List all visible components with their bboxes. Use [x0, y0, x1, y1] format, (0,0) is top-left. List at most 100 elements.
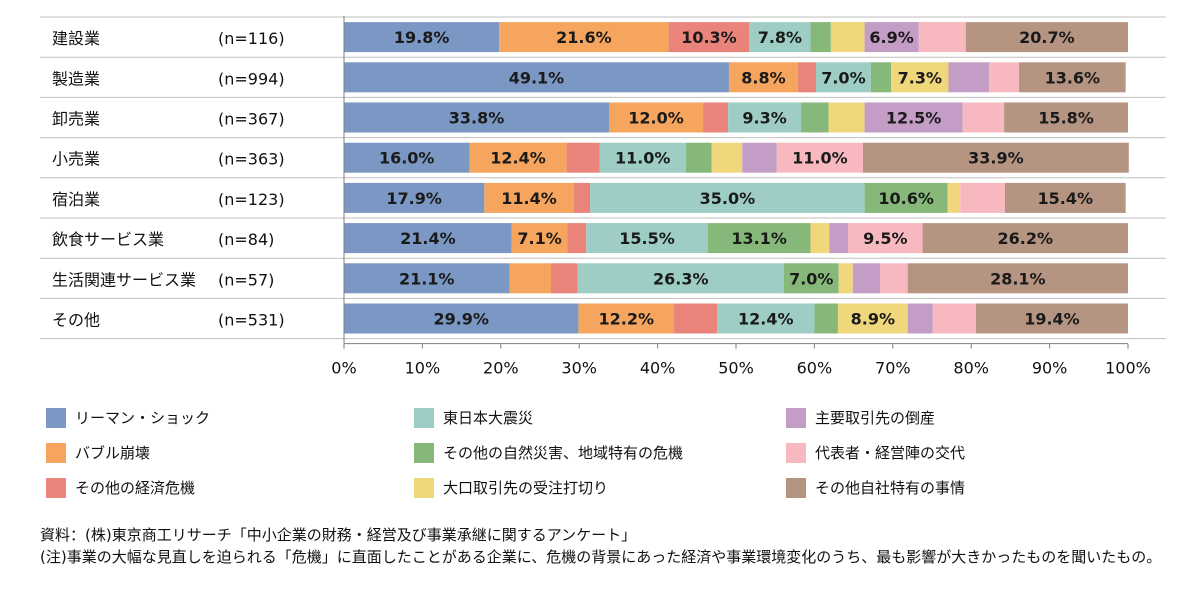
data-label: 7.0%	[821, 68, 865, 87]
x-tick-label: 0%	[331, 359, 356, 378]
data-label: 19.8%	[394, 28, 450, 47]
bar-segment	[947, 182, 961, 213]
data-label: 10.6%	[878, 189, 934, 208]
bar-segment	[864, 22, 919, 53]
bar-segment	[550, 263, 578, 294]
data-label: 12.0%	[628, 109, 684, 128]
bar-segment	[776, 142, 864, 173]
bar-segment	[783, 263, 839, 294]
sample-size-label: (n=123)	[218, 190, 285, 209]
data-label: 9.5%	[863, 229, 907, 248]
data-label: 11.4%	[501, 189, 557, 208]
data-label: 12.5%	[886, 109, 942, 128]
data-label: 28.1%	[990, 269, 1046, 288]
bar-segment	[907, 263, 1128, 294]
sample-size-label: (n=994)	[218, 69, 285, 88]
bar-segment	[728, 62, 798, 93]
bar-segment	[509, 263, 551, 294]
data-label: 21.1%	[399, 269, 455, 288]
category-label: 生活関連サービス業	[52, 270, 196, 289]
x-tick-label: 100%	[1105, 359, 1151, 378]
bar-segment	[948, 62, 990, 93]
data-label: 15.5%	[619, 229, 675, 248]
bar-segment	[829, 223, 849, 254]
data-label: 26.2%	[998, 229, 1054, 248]
bar-segment	[344, 182, 485, 213]
sample-size-label: (n=84)	[218, 230, 274, 249]
bar-segment	[922, 223, 1128, 254]
bar-segment	[989, 62, 1020, 93]
bar-segment	[344, 263, 510, 294]
bar-segment	[608, 102, 704, 133]
data-label: 12.2%	[598, 310, 654, 329]
bar-segment	[590, 182, 865, 213]
bar-segment	[814, 303, 838, 334]
bar-segment	[578, 303, 675, 334]
bar-segment	[749, 22, 811, 53]
data-label: 33.8%	[449, 109, 505, 128]
bar-segment	[960, 182, 1005, 213]
data-label: 13.1%	[731, 229, 787, 248]
data-label: 7.3%	[898, 68, 942, 87]
bar-segment	[864, 182, 948, 213]
data-label: 10.3%	[681, 28, 737, 47]
bar-segment	[797, 62, 816, 93]
bar-segment	[344, 102, 609, 133]
data-label: 6.9%	[869, 28, 913, 47]
data-label: 7.1%	[517, 229, 561, 248]
data-label: 8.9%	[851, 310, 895, 329]
bar-segment	[932, 303, 976, 334]
data-label: 21.4%	[400, 229, 456, 248]
data-label: 11.0%	[615, 149, 671, 168]
bar-segment	[344, 62, 729, 93]
bar-segment	[848, 223, 923, 254]
category-label: 飲食サービス業	[52, 230, 164, 249]
data-label: 33.9%	[968, 149, 1024, 168]
bar-segment	[870, 62, 892, 93]
data-label: 29.9%	[433, 310, 489, 329]
bar-segment	[830, 22, 865, 53]
data-label: 26.3%	[653, 269, 709, 288]
data-label: 19.4%	[1024, 310, 1080, 329]
x-tick-label: 70%	[875, 359, 911, 378]
x-tick-label: 50%	[718, 359, 754, 378]
category-label: 小売業	[52, 150, 100, 169]
sample-size-label: (n=363)	[218, 150, 285, 169]
bar-segment	[742, 142, 777, 173]
bar-segment	[728, 102, 802, 133]
x-tick-label: 40%	[640, 359, 676, 378]
category-label: 卸売業	[52, 110, 100, 129]
data-label: 8.8%	[741, 68, 785, 87]
bar-segment	[837, 303, 908, 334]
data-label: 16.0%	[379, 149, 435, 168]
bar-segment	[674, 303, 718, 334]
data-label: 13.6%	[1045, 68, 1101, 87]
bar-segment	[566, 142, 600, 173]
bar-segment	[880, 263, 908, 294]
stacked-bar-chart: 建設業 (n=116) 19.8% 21.6% 10.3% 7.8% 6.9% 20.7% 製造…	[40, 16, 1166, 378]
bar-segment	[838, 263, 853, 294]
bar-segment	[864, 102, 963, 133]
bar-segment	[918, 22, 966, 53]
bar-segment	[499, 22, 669, 53]
sample-size-label: (n=367)	[218, 110, 285, 129]
bar-segment	[511, 223, 568, 254]
chart-notes: 資料：(株)東京商工リサーチ「中小企業の財務・経営及び事業承継に関するアンケート…	[40, 524, 1190, 568]
data-label: 15.8%	[1038, 109, 1094, 128]
category-label: その他	[52, 311, 100, 330]
bar-segment	[815, 62, 871, 93]
source-note: 資料：(株)東京商工リサーチ「中小企業の財務・経営及び事業承継に関するアンケート…	[40, 526, 637, 544]
data-label: 17.9%	[386, 189, 442, 208]
footnote: (注)事業の大幅な見直しを迫られる「危機」に直面したことがある企業に、危機の背景…	[40, 548, 1162, 566]
bar-segment	[703, 102, 729, 133]
bar-segment	[685, 142, 712, 173]
bar-segment	[711, 142, 743, 173]
bar-segment	[717, 303, 815, 334]
category-label: 建設業	[52, 29, 100, 48]
bar-segment	[668, 22, 750, 53]
data-label: 7.0%	[789, 269, 833, 288]
sample-size-label: (n=531)	[218, 311, 285, 330]
bar-segment	[567, 223, 587, 254]
x-tick-label: 60%	[797, 359, 833, 378]
bar-segment	[852, 263, 881, 294]
